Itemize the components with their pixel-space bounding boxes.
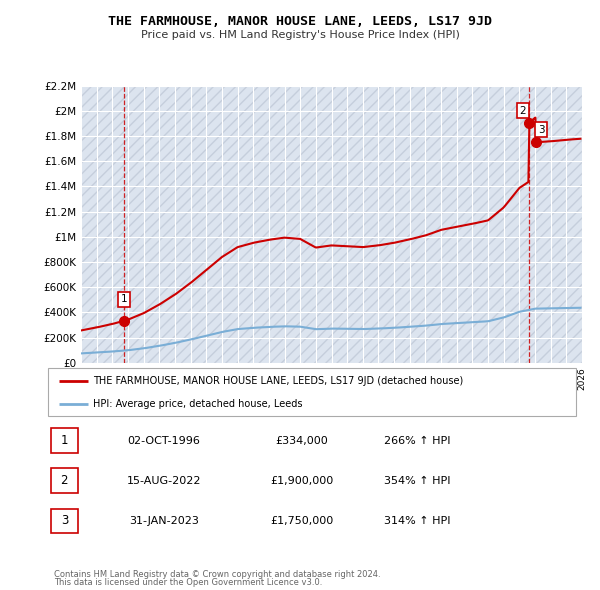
Text: £1,900,000: £1,900,000 xyxy=(270,476,333,486)
Text: 3: 3 xyxy=(538,124,544,135)
Text: 02-OCT-1996: 02-OCT-1996 xyxy=(128,436,200,445)
Text: 31-JAN-2023: 31-JAN-2023 xyxy=(129,516,199,526)
Text: HPI: Average price, detached house, Leeds: HPI: Average price, detached house, Leed… xyxy=(93,399,302,409)
Text: 266% ↑ HPI: 266% ↑ HPI xyxy=(385,436,451,445)
Text: 15-AUG-2022: 15-AUG-2022 xyxy=(127,476,202,486)
Text: 314% ↑ HPI: 314% ↑ HPI xyxy=(385,516,451,526)
Text: THE FARMHOUSE, MANOR HOUSE LANE, LEEDS, LS17 9JD (detached house): THE FARMHOUSE, MANOR HOUSE LANE, LEEDS, … xyxy=(93,376,463,386)
FancyBboxPatch shape xyxy=(48,368,576,416)
Text: Contains HM Land Registry data © Crown copyright and database right 2024.: Contains HM Land Registry data © Crown c… xyxy=(54,570,380,579)
Text: 354% ↑ HPI: 354% ↑ HPI xyxy=(385,476,451,486)
Text: THE FARMHOUSE, MANOR HOUSE LANE, LEEDS, LS17 9JD: THE FARMHOUSE, MANOR HOUSE LANE, LEEDS, … xyxy=(108,15,492,28)
FancyBboxPatch shape xyxy=(50,468,78,493)
FancyBboxPatch shape xyxy=(50,509,78,533)
Text: 3: 3 xyxy=(61,514,68,527)
Text: Price paid vs. HM Land Registry's House Price Index (HPI): Price paid vs. HM Land Registry's House … xyxy=(140,30,460,40)
Text: This data is licensed under the Open Government Licence v3.0.: This data is licensed under the Open Gov… xyxy=(54,578,322,587)
Text: 1: 1 xyxy=(121,294,127,304)
Text: 2: 2 xyxy=(520,106,526,116)
Text: 2: 2 xyxy=(61,474,68,487)
Text: £334,000: £334,000 xyxy=(275,436,328,445)
Text: £1,750,000: £1,750,000 xyxy=(270,516,333,526)
FancyBboxPatch shape xyxy=(50,428,78,453)
Text: 1: 1 xyxy=(61,434,68,447)
